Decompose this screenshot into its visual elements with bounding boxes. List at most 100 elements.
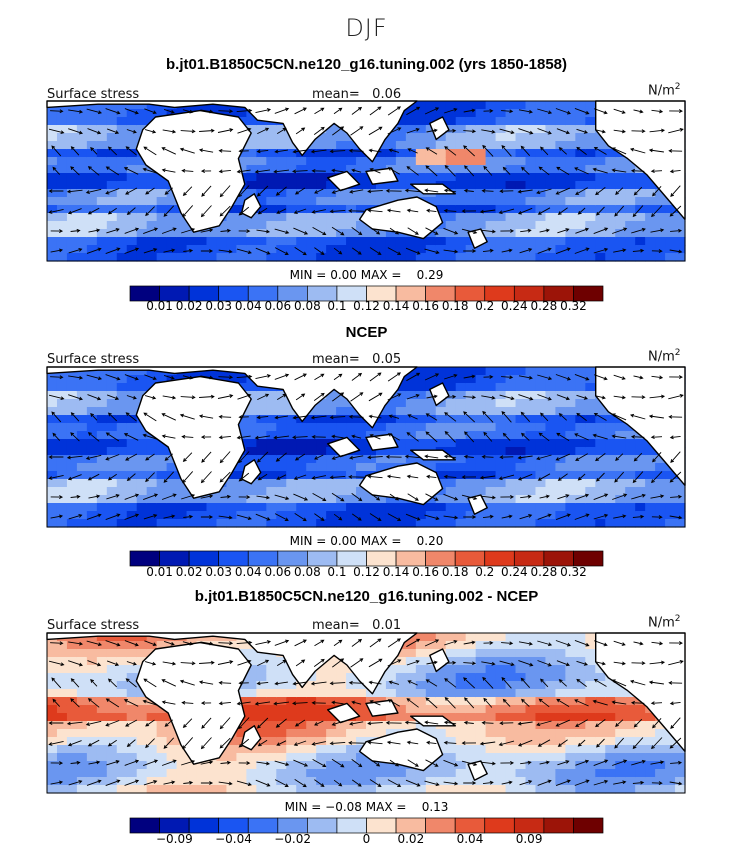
- field-cell: [246, 165, 257, 174]
- panel-3-minmax: MIN = −0.08 MAX = 0.13: [284, 800, 449, 814]
- field-cell: [86, 245, 98, 254]
- wind-vector: [274, 494, 290, 501]
- wind-vector: [424, 514, 440, 521]
- field-cell: [47, 439, 58, 448]
- field-cell: [535, 455, 547, 464]
- field-cell: [146, 713, 158, 722]
- field-cell: [455, 681, 467, 690]
- field-cell: [326, 519, 337, 528]
- wind-vector: [200, 701, 212, 705]
- wind-vector: [201, 717, 212, 729]
- field-cell: [525, 407, 537, 416]
- field-cell: [535, 101, 547, 110]
- field-cell: [375, 681, 387, 690]
- field-cell: [505, 133, 517, 142]
- field-cell: [465, 165, 477, 174]
- field-cell: [485, 487, 497, 496]
- field-cell: [595, 737, 606, 746]
- field-cell: [76, 141, 88, 150]
- field-cell: [605, 463, 616, 472]
- wind-vector: [501, 410, 512, 423]
- wind-vector: [463, 145, 476, 157]
- wind-vector: [162, 395, 177, 400]
- field-cell: [356, 785, 367, 794]
- field-cell: [166, 455, 178, 464]
- field-cell: [525, 495, 537, 504]
- field-cell: [76, 689, 88, 698]
- field-cell: [435, 487, 447, 496]
- field-cell: [126, 721, 138, 730]
- field-cell: [385, 415, 397, 424]
- field-cell: [106, 463, 118, 472]
- colorbar-tick-label: 0.12: [353, 565, 380, 579]
- field-cell: [246, 519, 257, 528]
- field-cell: [86, 221, 98, 230]
- field-cell: [575, 729, 586, 738]
- field-cell: [635, 205, 646, 214]
- field-cell: [47, 463, 58, 472]
- field-cell: [445, 503, 457, 512]
- field-cell: [645, 785, 656, 794]
- field-cell: [465, 649, 477, 658]
- field-cell: [555, 383, 566, 392]
- field-cell: [595, 511, 606, 520]
- field-cell: [515, 713, 527, 722]
- wind-vector: [575, 187, 588, 195]
- field-cell: [615, 431, 626, 440]
- field-cell: [425, 769, 437, 778]
- wind-vector: [66, 455, 83, 460]
- wind-vector: [351, 759, 363, 768]
- wind-vector: [90, 147, 98, 155]
- field-cell: [116, 165, 128, 174]
- field-cell: [356, 503, 367, 512]
- field-cell: [296, 253, 307, 262]
- field-cell: [56, 697, 68, 706]
- field-cell: [615, 697, 626, 706]
- field-cell: [256, 447, 267, 456]
- wind-vector: [498, 474, 515, 481]
- field-cell: [176, 769, 188, 778]
- field-cell: [645, 761, 656, 770]
- field-cell: [266, 407, 277, 416]
- field-cell: [126, 697, 138, 706]
- field-cell: [405, 665, 417, 674]
- field-cell: [306, 165, 317, 174]
- field-cell: [455, 455, 467, 464]
- field-cell: [316, 431, 327, 440]
- field-cell: [475, 189, 487, 198]
- wind-vector: [443, 781, 459, 786]
- field-cell: [585, 375, 596, 384]
- wind-vector: [629, 147, 646, 154]
- field-cell: [555, 439, 566, 448]
- wind-vector: [464, 697, 475, 709]
- field-cell: [665, 213, 676, 222]
- wind-vector: [179, 147, 195, 154]
- wind-vector: [68, 660, 83, 667]
- field-cell: [66, 641, 78, 650]
- wind-vector: [238, 229, 251, 233]
- wind-vector: [574, 779, 590, 786]
- field-cell: [595, 423, 606, 432]
- field-cell: [47, 641, 58, 650]
- field-cell: [156, 641, 168, 650]
- wind-vector: [536, 454, 552, 461]
- continent: [365, 433, 399, 451]
- field-cell: [445, 753, 457, 762]
- wind-vector: [276, 208, 287, 214]
- field-cell: [555, 657, 566, 666]
- field-cell: [595, 673, 606, 682]
- field-cell: [136, 221, 148, 230]
- field-cell: [605, 487, 616, 496]
- field-cell: [326, 205, 337, 214]
- field-cell: [445, 197, 457, 206]
- field-cell: [56, 519, 68, 528]
- field-cell: [435, 519, 447, 528]
- wind-vector: [350, 392, 364, 402]
- field-cell: [475, 721, 487, 730]
- field-cell: [485, 447, 497, 456]
- field-cell: [415, 117, 427, 126]
- wind-vector: [483, 640, 494, 645]
- field-cell: [515, 431, 527, 440]
- field-cell: [346, 455, 357, 464]
- field-cell: [505, 109, 517, 118]
